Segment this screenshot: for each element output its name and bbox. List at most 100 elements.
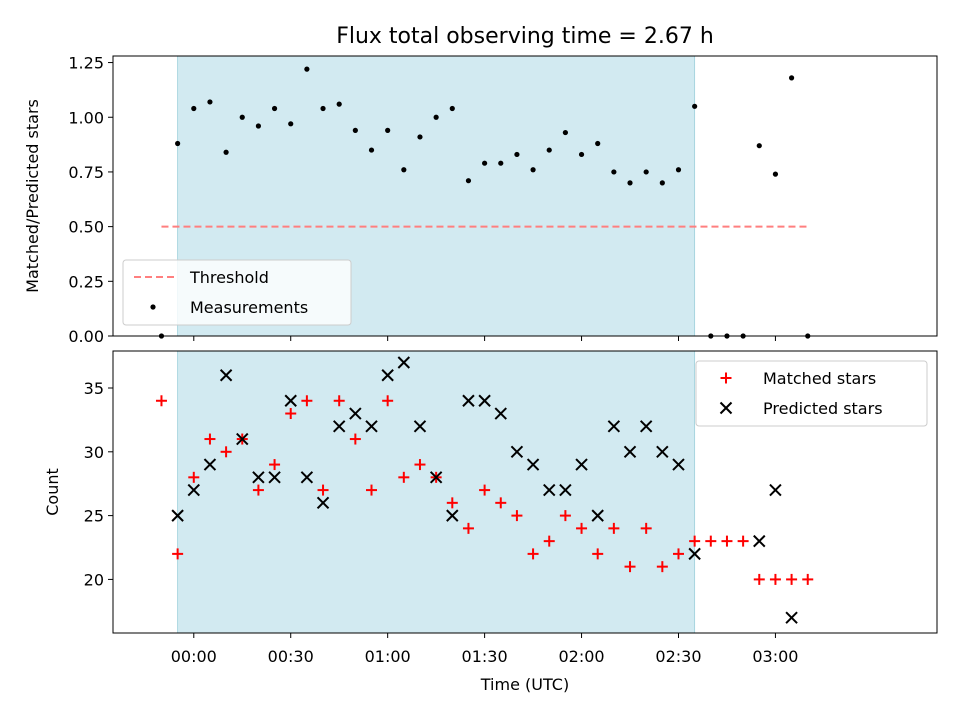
predicted-star-marker: [365, 420, 378, 433]
predicted-star-marker: [656, 445, 669, 459]
measurement-point: [191, 105, 197, 112]
predicted-star-marker: [252, 471, 265, 484]
top-y-axis-label: Matched/Predicted stars: [23, 99, 42, 293]
top-legend: Threshold Measurements: [122, 259, 352, 326]
predicted-star-marker: [639, 420, 653, 433]
measurement-point: [578, 151, 585, 158]
bottom-y-tick-label: 20: [84, 570, 104, 589]
predicted-star-marker: [526, 458, 540, 471]
measurement-point: [417, 134, 423, 140]
predicted-star-marker: [559, 483, 572, 497]
matched-star-marker: [269, 459, 281, 471]
top-y-tick-label: 0.25: [68, 272, 104, 291]
matched-star-marker: [204, 433, 216, 445]
predicted-star-marker: [187, 483, 200, 497]
legend-matched-swatch: [720, 372, 732, 384]
matched-star-marker: [737, 535, 749, 547]
matched-star-marker: [172, 548, 184, 560]
matched-star-marker: [721, 535, 733, 547]
bottom-x-ticks: 00:00 00:30 01:00 01:30 02:00 02:30 03:00: [171, 633, 798, 666]
observing-interval-shade-bottom: [177, 350, 696, 634]
matched-star-marker: [672, 548, 684, 560]
matched-star-marker: [155, 395, 167, 407]
predicted-star-marker: [236, 432, 249, 446]
measurement-point: [433, 114, 439, 120]
measurement-point: [514, 151, 520, 158]
matched-star-marker: [705, 535, 717, 547]
measurement-point: [595, 140, 601, 147]
matched-star-marker: [301, 395, 313, 407]
predicted-star-marker: [381, 369, 394, 382]
predicted-star-marker: [753, 534, 766, 548]
predicted-star-marker: [543, 483, 556, 497]
x-tick-label: 01:30: [462, 647, 508, 666]
predicted-star-marker: [284, 394, 297, 407]
matched-star-marker: [188, 471, 200, 483]
top-y-tick-label: 0.75: [68, 163, 104, 182]
matched-star-marker: [366, 484, 378, 496]
legend-predicted-label: Predicted stars: [763, 399, 883, 418]
matched-star-marker: [414, 459, 426, 471]
matched-star-marker: [689, 535, 701, 547]
predicted-star-marker: [219, 369, 233, 382]
top-panel: 0.00 0.25 0.50 0.75 1.00 1.25 Matched/Predict…: [23, 54, 938, 346]
measurement-point: [643, 169, 649, 175]
bottom-legend-box: [695, 360, 928, 427]
measurement-point: [304, 66, 310, 72]
predicted-star-marker: [575, 458, 588, 471]
measurement-point: [627, 180, 633, 186]
predicted-star-marker: [494, 407, 507, 420]
predicted-star-marker: [688, 547, 701, 561]
measurement-point: [498, 160, 504, 166]
predicted-star-marker: [332, 420, 346, 433]
x-tick-label: 02:30: [655, 647, 701, 666]
x-tick-label: 03:00: [752, 647, 798, 666]
matched-star-marker: [559, 510, 571, 522]
x-tick-label: 00:00: [171, 647, 217, 666]
predicted-star-marker: [413, 420, 427, 433]
measurement-point: [756, 143, 762, 149]
top-x-ticks: [193, 336, 776, 341]
measurement-point: [175, 140, 181, 147]
matched-star-marker: [479, 484, 491, 496]
matched-star-marker: [576, 522, 588, 534]
measurement-point: [449, 105, 455, 112]
predicted-star-marker: [316, 496, 330, 510]
predicted-star-marker: [171, 509, 184, 522]
measurement-point: [675, 167, 682, 173]
predicted-star-marker: [478, 394, 491, 407]
matched-star-marker: [349, 433, 361, 445]
legend-threshold-label: Threshold: [189, 268, 269, 287]
measurement-point: [659, 180, 665, 186]
x-axis-label: Time (UTC): [480, 675, 569, 694]
chart-title: Flux total observing time = 2.67 h: [336, 24, 714, 49]
matched-star-marker: [786, 573, 798, 585]
matched-star-marker: [592, 548, 604, 560]
legend-predicted-swatch: [719, 401, 733, 415]
matched-star-marker: [511, 510, 523, 522]
measurement-point: [482, 160, 488, 166]
matched-star-marker: [333, 395, 345, 407]
bottom-y-tick-label: 25: [84, 507, 104, 526]
matched-star-marker: [382, 395, 394, 407]
matched-star-marker: [495, 497, 507, 509]
x-tick-label: 00:30: [268, 647, 314, 666]
measurement-point: [239, 114, 245, 120]
measurement-point: [772, 171, 779, 177]
measurement-point: [562, 129, 568, 136]
matched-star-marker: [446, 497, 458, 509]
bottom-legend: Matched stars Predicted stars: [695, 360, 928, 427]
measurement-point: [336, 101, 342, 107]
x-tick-label: 01:00: [365, 647, 411, 666]
bottom-y-tick-label: 35: [84, 379, 104, 398]
measurement-point: [352, 127, 358, 133]
matched-star-marker: [252, 484, 264, 496]
top-y-tick-label: 1.00: [68, 108, 104, 127]
top-y-tick-label: 1.25: [68, 54, 104, 73]
top-y-ticks: 0.00 0.25 0.50 0.75 1.00 1.25: [68, 54, 113, 346]
matched-stars-points: [155, 395, 814, 585]
matched-star-marker: [608, 522, 620, 534]
measurement-point: [401, 167, 407, 173]
matched-star-marker: [640, 522, 652, 534]
